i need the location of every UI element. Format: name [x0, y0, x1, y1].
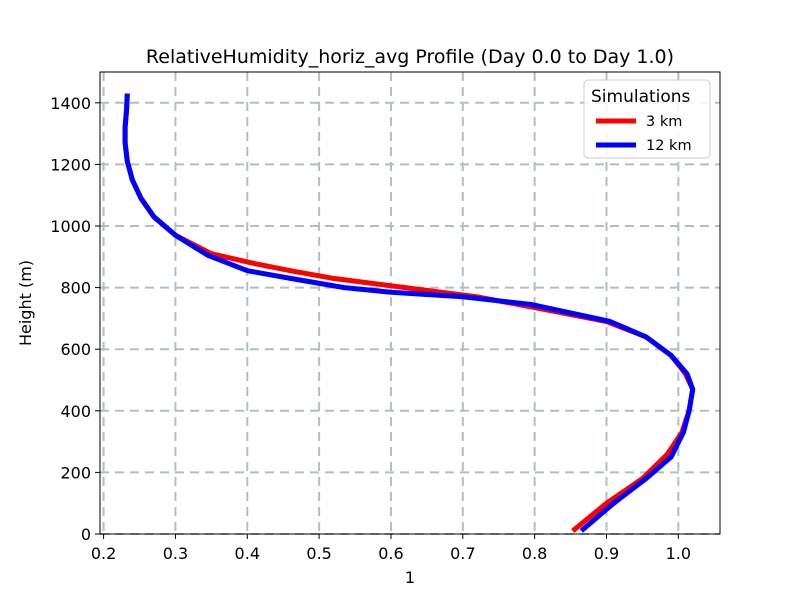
y-axis-label: Height (m) [16, 260, 35, 346]
y-tick-label: 400 [60, 402, 91, 421]
series-lines [122, 93, 696, 533]
y-tick-label: 1400 [50, 94, 91, 113]
plot-frame [99, 71, 721, 535]
y-tick-label: 800 [60, 279, 91, 298]
x-tick-label: 0.7 [450, 544, 475, 563]
x-axis-label: 1 [405, 568, 415, 587]
legend-label: 12 km [646, 138, 692, 154]
legend-title: Simulations [591, 87, 691, 107]
y-tick-label: 200 [60, 463, 91, 482]
x-tick-label: 0.4 [235, 544, 260, 563]
x-tick-label: 0.9 [594, 544, 619, 563]
chart-title: RelativeHumidity_horiz_avg Profile (Day … [146, 46, 674, 68]
legend: Simulations 3 km 12 km [583, 79, 711, 159]
axis-ticks: 0.2 0.3 0.4 0.5 0.6 0.7 0.8 0.9 1.0 0 200 400 600 800… [50, 94, 691, 563]
legend-label: 3 km [646, 114, 682, 130]
y-tick-label: 0 [81, 525, 91, 544]
x-tick-label: 0.8 [522, 544, 547, 563]
legend-box [583, 79, 711, 159]
y-tick-label: 1200 [50, 155, 91, 174]
y-tick-label: 600 [60, 340, 91, 359]
series-line [122, 93, 696, 533]
legend-items: 3 km 12 km [596, 114, 692, 154]
x-tick-label: 0.3 [163, 544, 188, 563]
x-tick-label: 1.0 [666, 544, 691, 563]
x-tick-label: 0.6 [378, 544, 403, 563]
x-tick-label: 0.5 [306, 544, 331, 563]
y-tick-label: 1000 [50, 217, 91, 236]
x-tick-label: 0.2 [91, 544, 116, 563]
